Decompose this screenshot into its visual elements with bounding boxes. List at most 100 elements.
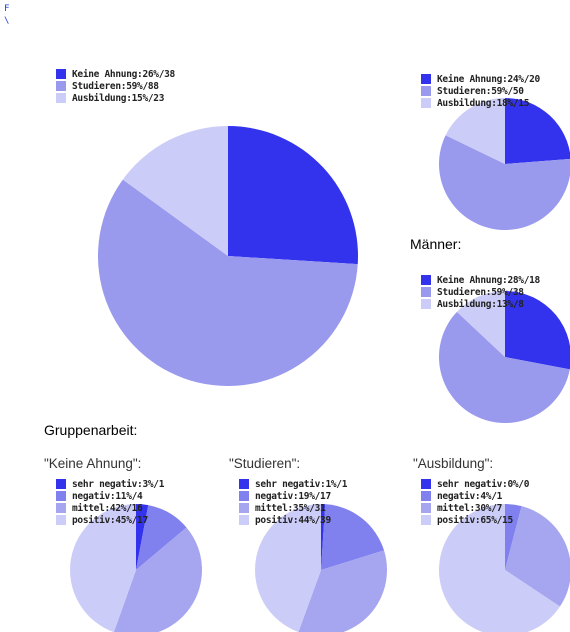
pie-slice (228, 126, 358, 265)
legend-label: negativ:4%/1 (437, 490, 503, 502)
pie-chart-3 (438, 291, 570, 424)
legend-label: Ausbildung:15%/23 (72, 92, 165, 104)
legend-swatch (239, 491, 249, 501)
pie-slice (505, 504, 522, 570)
pie-chart-6 (439, 504, 570, 632)
pie-chart-5 (255, 504, 387, 632)
legend-entry: Keine Ahnung:28%/18 (421, 274, 540, 286)
pie-slice (70, 504, 136, 632)
legend-entry: Ausbildung:13%/8 (421, 298, 540, 310)
legend-label: positiv:65%/15 (437, 514, 513, 526)
legend-swatch (421, 515, 431, 525)
legend-swatch (239, 479, 249, 489)
keine-ahnung-subheading: "Keine Ahnung": (44, 456, 142, 471)
legend-swatch (56, 93, 66, 103)
legend-entry: Studieren:59%/88 (56, 80, 175, 92)
legend-entry: Keine Ahnung:24%/20 (421, 73, 540, 85)
corner-mark-backslash: \ (4, 16, 10, 26)
legend-entry: positiv:44%/39 (239, 514, 347, 526)
legend-swatch (56, 515, 66, 525)
legend-label: Studieren:59%/50 (437, 85, 524, 97)
legend-swatch (56, 491, 66, 501)
legend-swatch (421, 491, 431, 501)
ausbildung-subheading: "Ausbildung": (413, 456, 494, 471)
legend-label: positiv:44%/39 (255, 514, 331, 526)
legend-label: sehr negativ:3%/1 (72, 478, 165, 490)
pie-slice (321, 504, 385, 570)
gruppenarbeit-heading: Gruppenarbeit: (44, 422, 138, 438)
legend-entry: Ausbildung:18%/15 (421, 97, 540, 109)
pie-slice (445, 98, 505, 164)
pie-slice (113, 527, 202, 632)
legend-label: mittel:35%/31 (255, 502, 326, 514)
legend-entry: sehr negativ:1%/1 (239, 478, 347, 490)
pie-legend-6: sehr negativ:0%/0 negativ:4%/1 mittel:30%/… (421, 478, 529, 526)
legend-label: Keine Ahnung:28%/18 (437, 274, 540, 286)
legend-entry: Ausbildung:15%/23 (56, 92, 175, 104)
pie-slice (136, 505, 187, 570)
legend-label: Keine Ahnung:26%/38 (72, 68, 175, 80)
legend-swatch (421, 287, 431, 297)
legend-label: Ausbildung:13%/8 (437, 298, 524, 310)
legend-entry: Studieren:59%/38 (421, 286, 540, 298)
pie-slice (456, 291, 505, 357)
legend-label: Keine Ahnung:24%/20 (437, 73, 540, 85)
legend-entry: Keine Ahnung:26%/38 (56, 68, 175, 80)
legend-entry: mittel:30%/7 (421, 502, 529, 514)
pie-legend-5: sehr negativ:1%/1 negativ:19%/17 mittel:35… (239, 478, 347, 526)
legend-swatch (421, 74, 431, 84)
pie-slice (505, 506, 570, 607)
legend-entry: mittel:35%/31 (239, 502, 347, 514)
pie-chart-2 (439, 98, 570, 230)
legend-swatch (421, 86, 431, 96)
legend-swatch (421, 275, 431, 285)
legend-label: sehr negativ:0%/0 (437, 478, 530, 490)
pie-legend-4: sehr negativ:3%/1 negativ:11%/4 mittel:42%… (56, 478, 164, 526)
legend-swatch (56, 503, 66, 513)
legend-label: positiv:45%/17 (72, 514, 148, 526)
pie-slice (439, 135, 570, 230)
legend-swatch (421, 479, 431, 489)
pie-slice (321, 504, 326, 570)
pie-slice (439, 504, 560, 632)
legend-swatch (421, 503, 431, 513)
legend-label: mittel:42%/16 (72, 502, 143, 514)
legend-entry: negativ:11%/4 (56, 490, 164, 502)
pie-slice (255, 504, 321, 632)
legend-swatch (421, 299, 431, 309)
legend-entry: positiv:45%/17 (56, 514, 164, 526)
pie-slice (97, 179, 358, 387)
legend-label: mittel:30%/7 (437, 502, 503, 514)
pie-legend-3: Keine Ahnung:28%/18 Studieren:59%/38 Ausbi… (421, 274, 540, 310)
pie-slice (122, 126, 228, 256)
legend-swatch (239, 503, 249, 513)
pie-legend-2: Keine Ahnung:24%/20 Studieren:59%/50 Ausbi… (421, 73, 540, 109)
pie-slice (505, 291, 570, 370)
legend-label: sehr negativ:1%/1 (255, 478, 348, 490)
maenner-heading: Männer: (410, 236, 462, 252)
legend-swatch (56, 81, 66, 91)
legend-entry: sehr negativ:0%/0 (421, 478, 529, 490)
legend-swatch (56, 69, 66, 79)
corner-mark-f: F (4, 4, 10, 14)
pie-chart-1 (97, 126, 358, 387)
legend-entry: Studieren:59%/50 (421, 85, 540, 97)
pie-chart-4 (70, 504, 202, 632)
legend-swatch (239, 515, 249, 525)
legend-swatch (56, 479, 66, 489)
pie-slice (505, 98, 570, 164)
legend-entry: negativ:19%/17 (239, 490, 347, 502)
legend-label: negativ:19%/17 (255, 490, 331, 502)
pie-slice (298, 550, 387, 632)
pie-legend-1: Keine Ahnung:26%/38 Studieren:59%/88 Ausbi… (56, 68, 175, 104)
legend-label: Studieren:59%/38 (437, 286, 524, 298)
pie-slice (438, 311, 570, 424)
legend-label: Ausbildung:18%/15 (437, 97, 530, 109)
legend-label: Studieren:59%/88 (72, 80, 159, 92)
legend-entry: mittel:42%/16 (56, 502, 164, 514)
legend-swatch (421, 98, 431, 108)
studieren-subheading: "Studieren": (229, 456, 301, 471)
legend-entry: positiv:65%/15 (421, 514, 529, 526)
legend-entry: negativ:4%/1 (421, 490, 529, 502)
